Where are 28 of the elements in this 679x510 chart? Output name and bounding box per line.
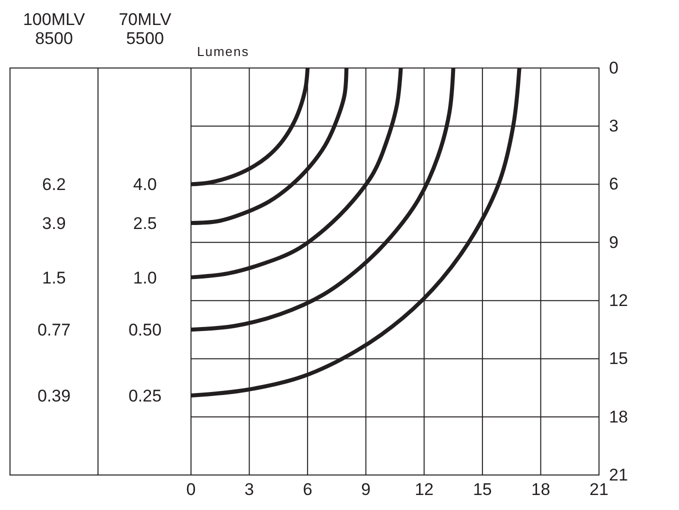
- x-tick-label: 12: [414, 480, 434, 500]
- text: 70MLV 5500: [118, 10, 172, 48]
- x-tick-label: 6: [302, 480, 312, 500]
- y-tick-label: 6: [609, 174, 618, 194]
- y-tick-label: 3: [609, 116, 618, 136]
- y-tick-label: 18: [609, 407, 628, 426]
- text: 1.5: [42, 268, 66, 288]
- y-tick-label: 21: [609, 465, 628, 484]
- y-tick-label: 15: [609, 349, 628, 368]
- text: 100MLV 8500: [22, 10, 86, 48]
- text: Lumens: [197, 44, 250, 59]
- x-tick-label: 18: [531, 480, 550, 500]
- y-tick-label: 12: [609, 291, 628, 310]
- text: 0.50: [128, 320, 162, 340]
- y-tick-label: 9: [609, 232, 618, 252]
- text: 1.0: [133, 268, 157, 288]
- x-tick-label: 15: [472, 480, 492, 500]
- text: 3.9: [42, 214, 66, 233]
- text: 0.25: [128, 386, 162, 406]
- x-tick-label: 3: [244, 480, 254, 500]
- text: 6.2: [42, 175, 66, 194]
- text: 0.39: [37, 386, 71, 406]
- x-tick-label: 0: [186, 480, 196, 500]
- text: 2.5: [133, 214, 157, 233]
- y-tick-label: 0: [609, 58, 618, 78]
- x-tick-label: 9: [361, 480, 371, 500]
- text: 0.77: [37, 320, 71, 340]
- text: 4.0: [133, 175, 157, 194]
